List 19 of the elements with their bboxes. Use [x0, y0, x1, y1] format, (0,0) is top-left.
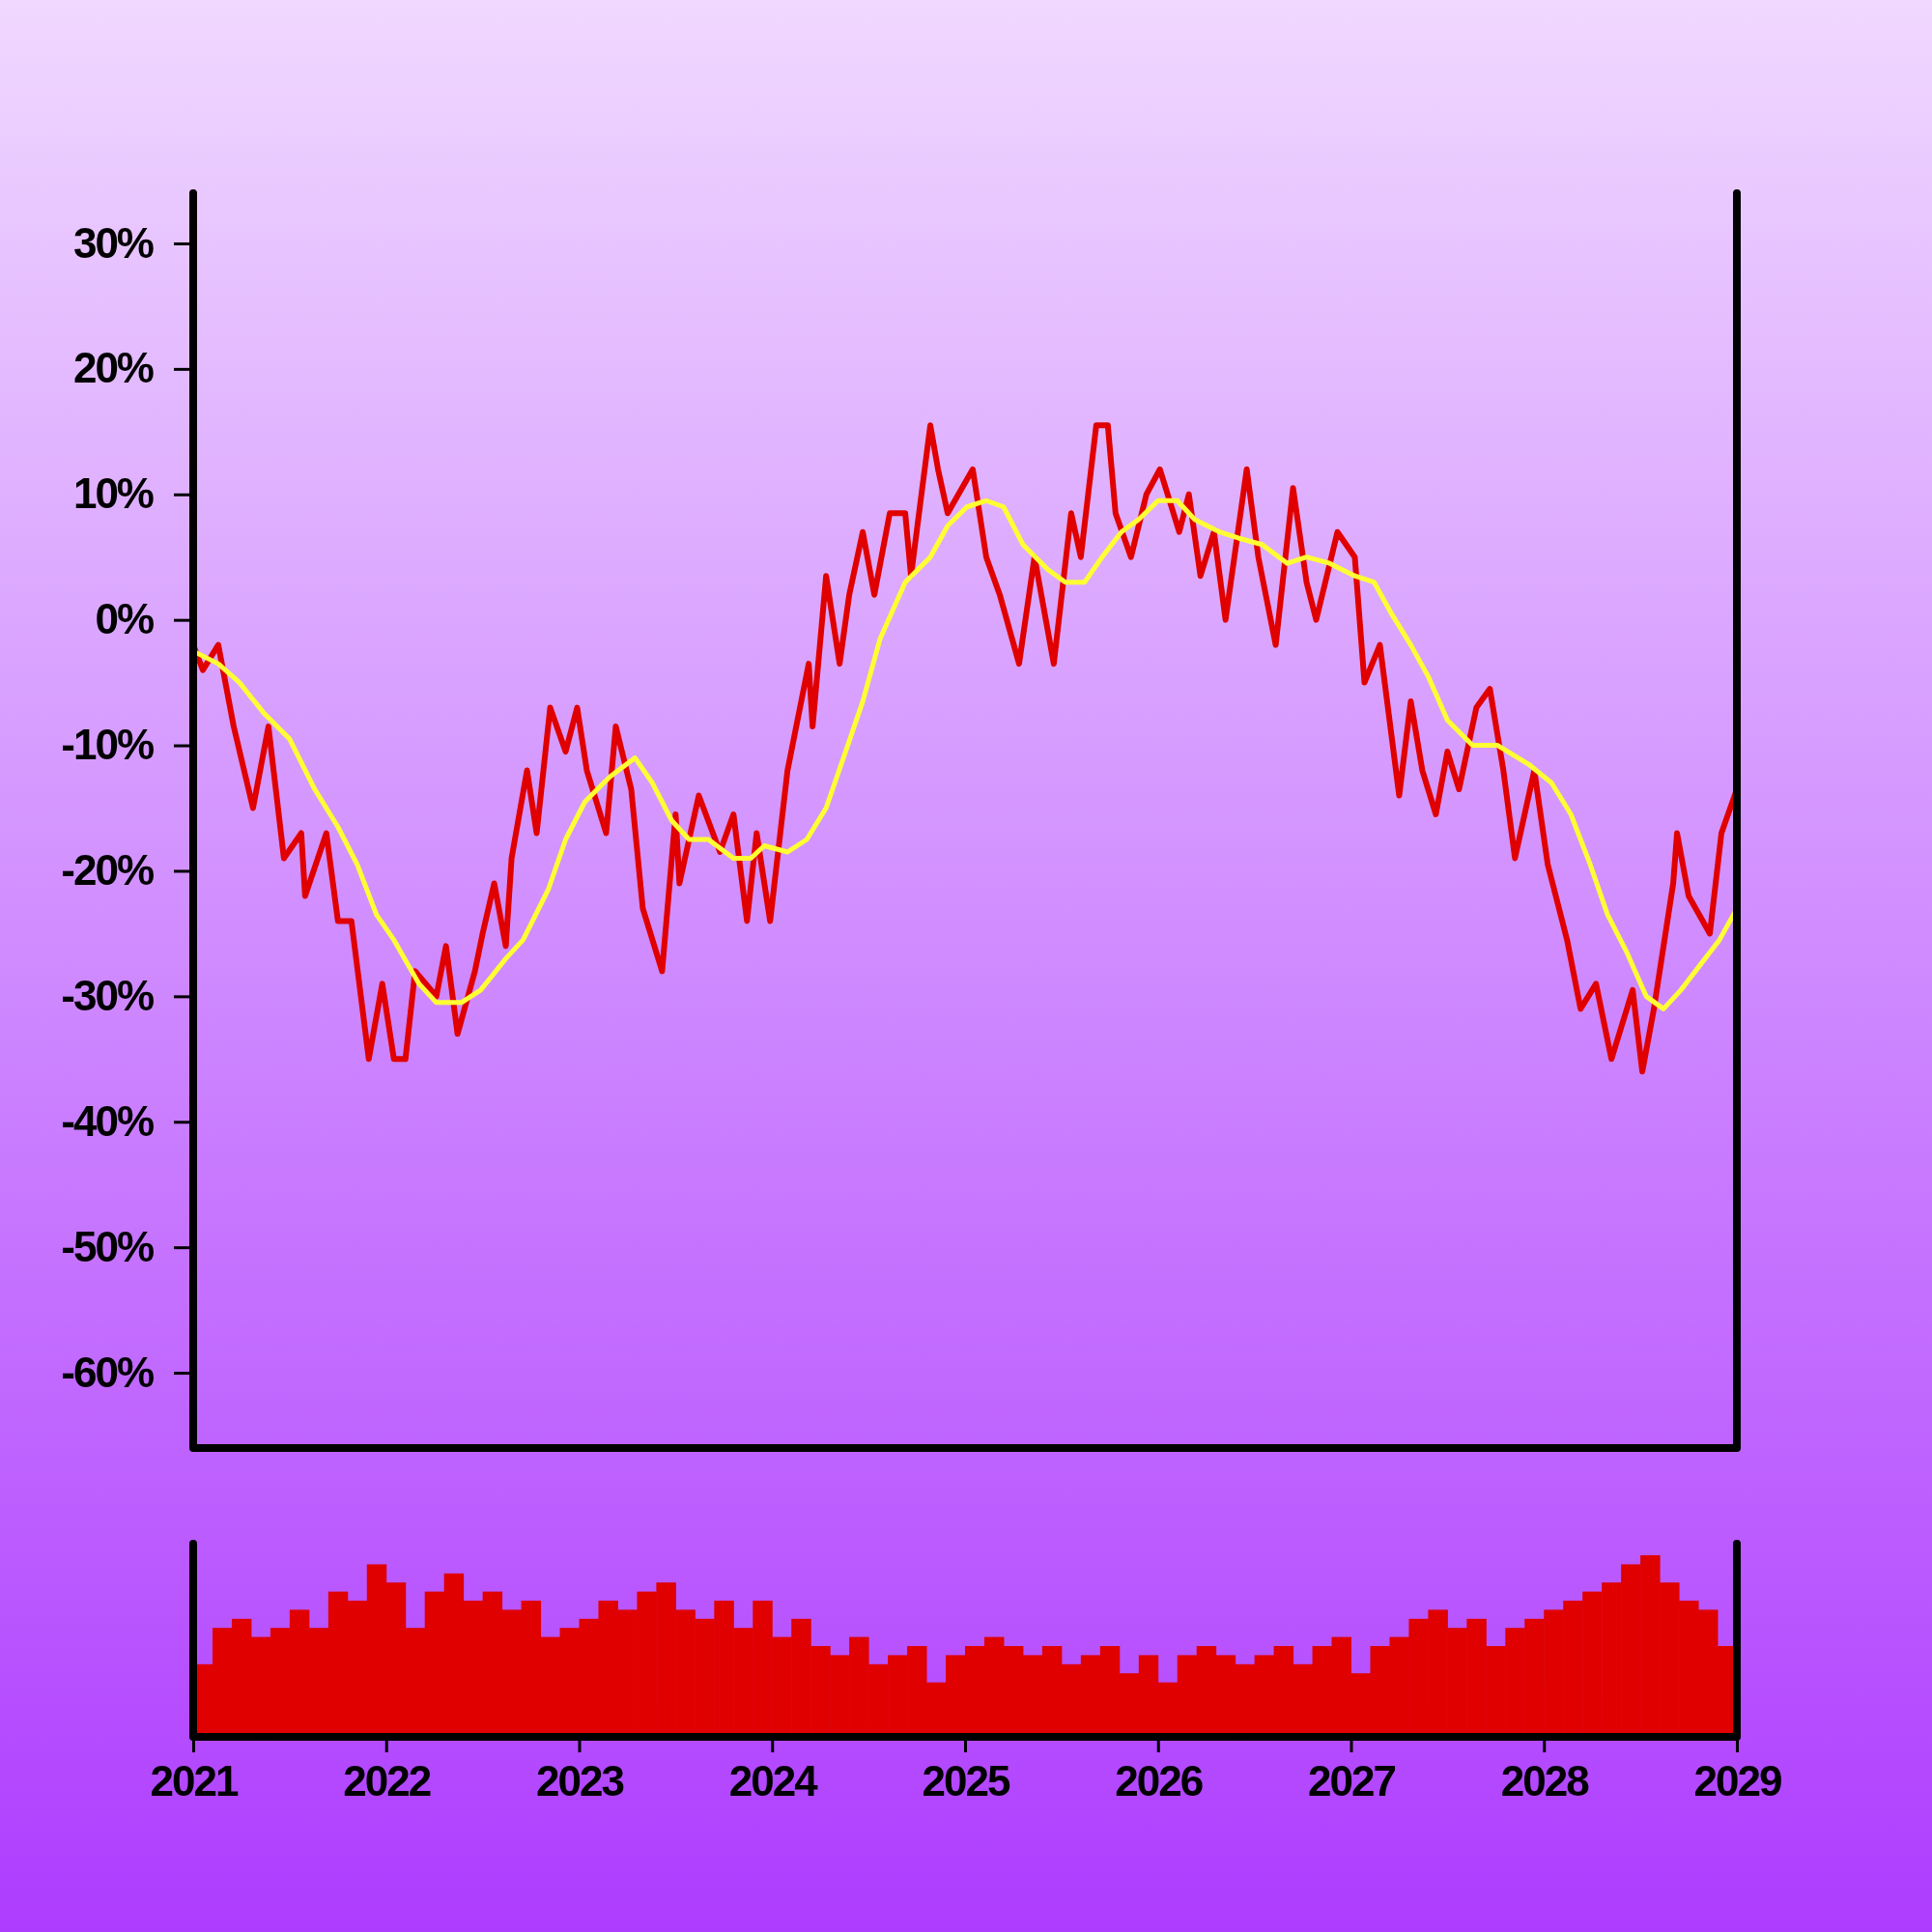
x-tick-label: 2021 — [150, 1757, 239, 1805]
x-tick-label: 2029 — [1693, 1757, 1781, 1805]
y-tick-label: 0% — [95, 595, 154, 643]
x-tick-label: 2028 — [1500, 1757, 1590, 1805]
y-tick-label: -30% — [61, 971, 154, 1019]
x-tick-label: 2027 — [1308, 1757, 1396, 1805]
x-tick-label: 2024 — [728, 1757, 819, 1805]
y-tick-label: -10% — [61, 721, 154, 769]
y-tick-label: -50% — [61, 1222, 154, 1270]
y-tick-label: -40% — [61, 1096, 154, 1145]
y-tick-label: 30% — [72, 218, 154, 267]
y-tick-label: -60% — [61, 1348, 154, 1396]
x-tick-label: 2022 — [343, 1757, 431, 1805]
y-tick-label: 10% — [72, 469, 154, 518]
y-tick-label: 20% — [72, 344, 154, 392]
y-tick-label: -20% — [61, 846, 154, 895]
x-tick-label: 2026 — [1115, 1757, 1203, 1805]
x-tick-label: 2023 — [536, 1757, 624, 1805]
x-tick-label: 2025 — [922, 1757, 1010, 1805]
